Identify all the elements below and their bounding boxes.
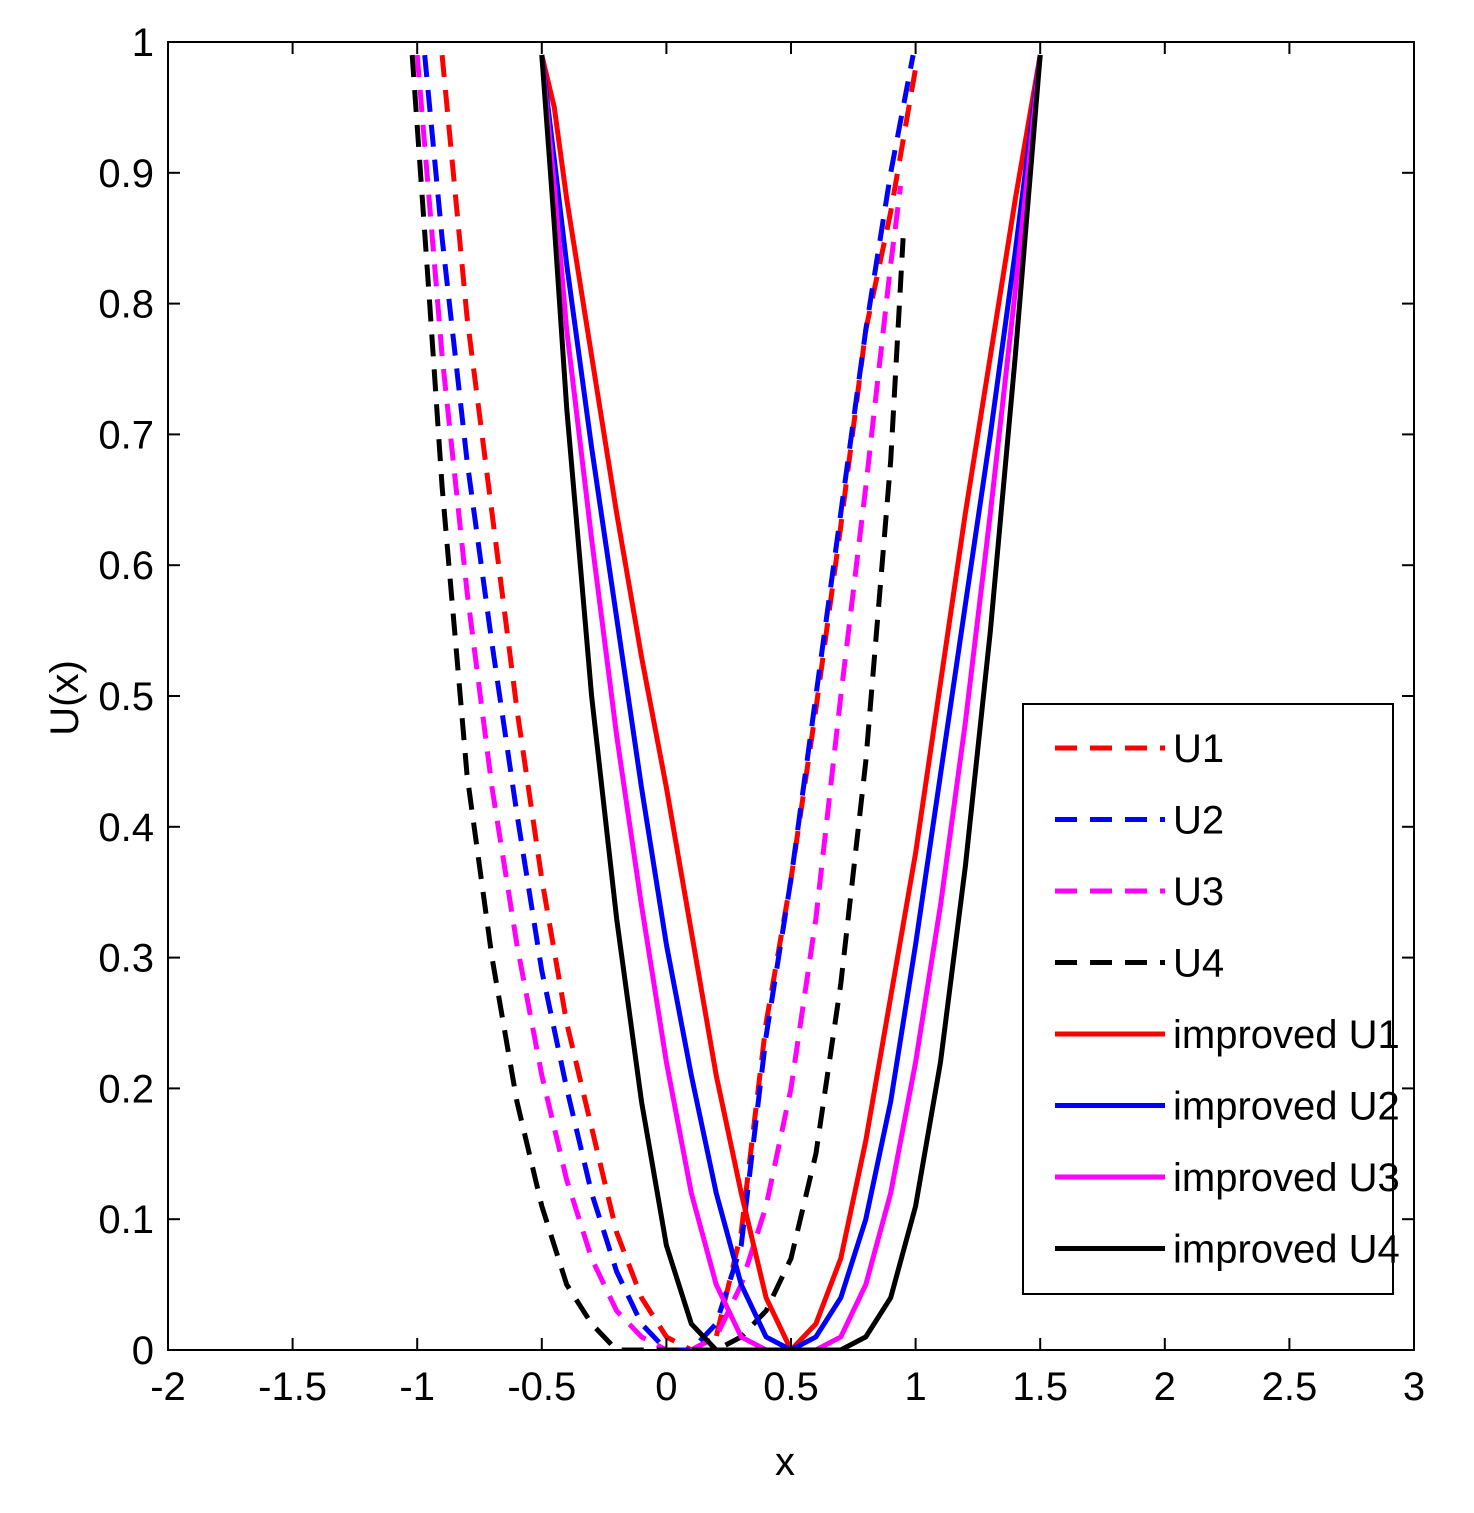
legend-item: improved U2 — [1055, 1085, 1400, 1129]
y-tick-label: 0.9 — [98, 152, 154, 196]
legend-item: improved U4 — [1055, 1228, 1400, 1272]
x-tick-label: -0.5 — [507, 1365, 576, 1409]
x-tick-label: 2 — [1154, 1365, 1176, 1409]
series-line-7 — [539, 54, 1043, 1350]
legend-label: U2 — [1173, 799, 1224, 843]
legend-label: U3 — [1173, 870, 1224, 914]
y-tick-label: 0.1 — [98, 1198, 154, 1242]
series-line-5 — [539, 54, 1043, 1350]
x-tick-label: 1 — [904, 1365, 926, 1409]
y-tick-label: 0.3 — [98, 937, 154, 981]
legend-label: improved U4 — [1173, 1228, 1400, 1272]
y-tick-label: 0.2 — [98, 1067, 154, 1111]
legend-label: U4 — [1173, 942, 1224, 986]
y-tick-label: 0.6 — [98, 544, 154, 588]
x-tick-label: 1.5 — [1012, 1365, 1068, 1409]
x-tick-label: -1 — [399, 1365, 435, 1409]
series-lines — [409, 54, 1043, 1350]
series-line-4 — [409, 54, 906, 1350]
x-tick-label: -2 — [150, 1365, 186, 1409]
legend-label: improved U3 — [1173, 1156, 1400, 1200]
y-axis-label: U(x) — [43, 660, 87, 736]
x-tick-label: -1.5 — [258, 1365, 327, 1409]
legend-item: U2 — [1055, 799, 1224, 843]
y-tick-label: 0.8 — [98, 283, 154, 327]
y-tick-label: 0 — [132, 1329, 154, 1373]
legend-label: improved U2 — [1173, 1085, 1400, 1129]
y-tick-label: 0.4 — [98, 806, 154, 850]
legend-label: improved U1 — [1173, 1013, 1400, 1057]
plot-area — [409, 54, 1043, 1350]
axes: -2 -1.5 -1 -0.5 0 0.5 1 1.5 2 2.5 3 0 0.1 0.2 0.3 0.4 0.… — [98, 21, 1425, 1409]
x-axis-label: x — [775, 1440, 795, 1484]
legend-item: U1 — [1055, 727, 1224, 771]
series-line-3 — [414, 54, 904, 1350]
legend-box — [1022, 703, 1394, 1295]
x-tick-label: 0 — [655, 1365, 677, 1409]
x-tick-label: 2.5 — [1262, 1365, 1318, 1409]
y-tick-label: 0.5 — [98, 675, 154, 719]
series-line-2 — [422, 54, 916, 1350]
legend-item: U4 — [1055, 942, 1224, 986]
legend-item: improved U1 — [1055, 1013, 1400, 1057]
legend-item: improved U3 — [1055, 1156, 1400, 1200]
series-line-6 — [539, 54, 1043, 1350]
legend-label: U1 — [1173, 727, 1224, 771]
legend: U1 U2 U3 U4 improved U1 improved U2 improved U… — [1022, 703, 1400, 1295]
y-tick-label: 1 — [132, 21, 154, 65]
series-line-8 — [539, 54, 1043, 1350]
series-line-1 — [439, 54, 919, 1350]
y-tick-label: 0.7 — [98, 413, 154, 457]
x-tick-label: 3 — [1403, 1365, 1425, 1409]
x-tick-label: 0.5 — [763, 1365, 819, 1409]
legend-item: U3 — [1055, 870, 1224, 914]
